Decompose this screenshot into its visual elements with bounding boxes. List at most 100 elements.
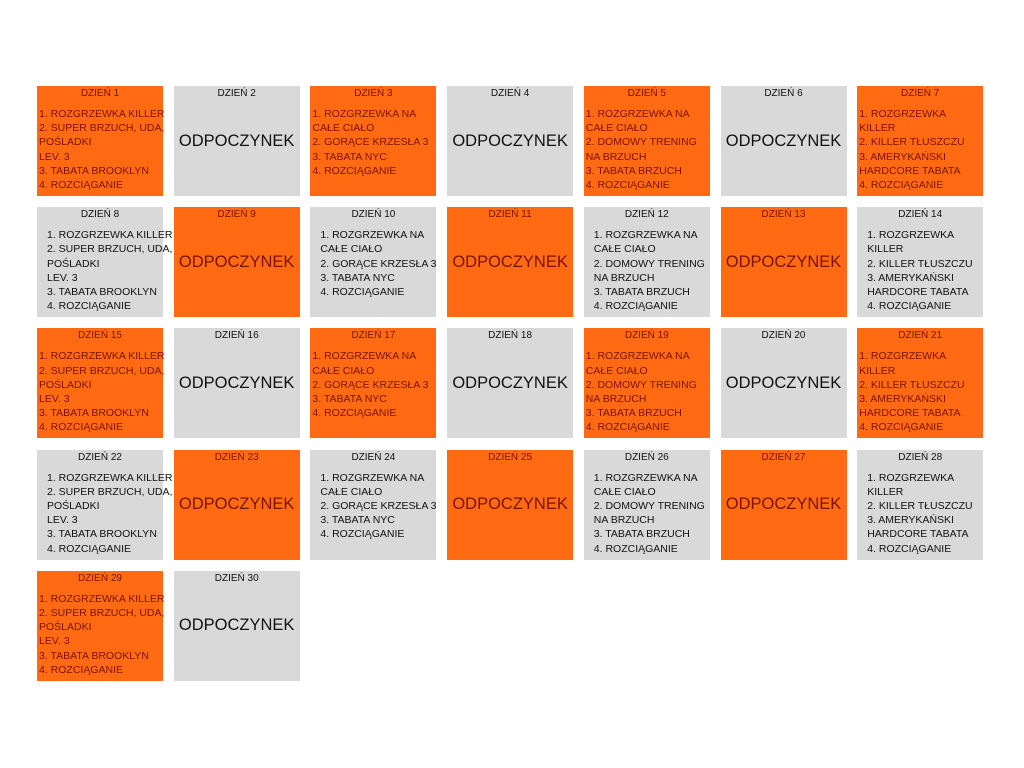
workout-line: LEV. 3	[39, 635, 70, 648]
day-title: DZIEŃ 12	[624, 209, 669, 221]
workout-line: 1. ROZGRZEWKA KILLER	[39, 350, 165, 363]
day-title: DZIEŃ 13	[761, 209, 806, 221]
workout-line: 2. KILLER TŁUSZCZU	[867, 500, 973, 512]
day-cell: DZIEŃ 26 1. ROZGRZEWKA NA CAŁE CIAŁO 2. DOM…	[583, 449, 710, 560]
workout-line: CAŁE CIAŁO	[320, 485, 383, 498]
workout-line: LEV. 3	[39, 393, 70, 405]
day-cell: DZIEŃ 16 ODPOCZYNEK	[173, 328, 300, 439]
day-cell: DZIEŃ 9 ODPOCZYNEK	[173, 207, 300, 318]
day-cell: DZIEŃ 8 1. ROZGRZEWKA KILLER 2. SUPER BRZU…	[37, 207, 172, 318]
workout-line: HARDCORE TABATA	[867, 286, 969, 298]
workout-line: 1. ROZGRZEWKA KILLER	[39, 108, 165, 120]
day-cell: DZIEŃ 21 1. ROZGRZEWKA KILLER 2. KILLER TŁU…	[857, 328, 984, 439]
day-cell: DZIEŃ 20 ODPOCZYNEK	[720, 328, 847, 439]
day-cell: DZIEŃ 17 1. ROZGRZEWKA NA CAŁE CIAŁO 2. GOR…	[310, 328, 437, 439]
workout-line: 3. TABATA BRZUCH	[585, 407, 682, 420]
workout-line: 2. SUPER BRZUCH, UDA,	[39, 364, 165, 377]
workout-line: 3. TABATA BROOKLYN	[47, 286, 157, 298]
workout-line: 3. TABATA NYC	[312, 393, 387, 405]
workout-line: 2. DOMOWY TRENING	[593, 257, 705, 270]
workout-line: 3. AMERYKAŃSKI	[859, 150, 946, 163]
workout-line: KILLER	[859, 122, 896, 135]
workout-line: 1. ROZGRZEWKA	[859, 350, 947, 363]
workout-line: 2. SUPER BRZUCH, UDA,	[47, 485, 173, 498]
rest-label: ODPOCZYNEK	[452, 495, 568, 514]
workout-line: 4. ROZCIĄGANIE	[585, 421, 670, 434]
day-cell: DZIEŃ 3 1. ROZGRZEWKA NA CAŁE CIAŁO 2. GORĄ…	[310, 86, 437, 196]
workout-line: 4. ROZCIĄGANIE	[39, 179, 124, 192]
workout-line: 2. SUPER BRZUCH, UDA,	[39, 607, 165, 619]
workout-line: CAŁE CIAŁO	[593, 485, 656, 498]
day-cell: DZIEŃ 29 1. ROZGRZEWKA KILLER 2. SUPER BRZ…	[37, 570, 165, 681]
workout-line: NA BRZUCH	[593, 514, 655, 527]
workout-list: 1. ROZGRZEWKA KILLER 2. KILLER TŁUSZCZU 3. …	[859, 349, 983, 434]
workout-line: POŚLADKI	[39, 378, 92, 391]
day-title: DZIEŃ 24	[351, 451, 396, 463]
workout-list: 1. ROZGRZEWKA KILLER 2. SUPER BRZUCH, UDA…	[39, 107, 165, 192]
day-title: DZIEŃ 20	[761, 330, 806, 342]
workout-line: 1. ROZGRZEWKA NA	[320, 229, 425, 242]
workout-line: 3. AMERYKAŃSKI	[867, 271, 954, 284]
workout-line: 1. ROZGRZEWKA	[867, 229, 955, 242]
rest-label: ODPOCZYNEK	[452, 373, 568, 392]
workout-list: 1. ROZGRZEWKA NA CAŁE CIAŁO 2. DOMOWY TREN…	[586, 349, 710, 434]
day-title: DZIEŃ 21	[898, 330, 943, 342]
workout-line: 3. TABATA BRZUCH	[593, 528, 690, 541]
workout-line: 1. ROZGRZEWKA KILLER	[39, 592, 165, 605]
rest-label: ODPOCZYNEK	[178, 616, 295, 635]
workout-line: 1. ROZGRZEWKA NA	[320, 471, 425, 484]
workout-line: 1. ROZGRZEWKA KILLER	[47, 471, 173, 484]
workout-line: 2. DOMOWY TRENING	[593, 500, 705, 512]
day-cell: DZIEŃ 2 ODPOCZYNEK	[173, 86, 300, 196]
day-title: DZIEŃ 15	[78, 330, 122, 342]
workout-line: LEV. 3	[47, 271, 78, 284]
day-cell: DZIEŃ 23 ODPOCZYNEK	[173, 449, 300, 560]
workout-line: NA BRZUCH	[585, 393, 647, 405]
day-title: DZIEŃ 4	[490, 88, 530, 99]
workout-line: 3. TABATA NYC	[320, 514, 395, 527]
workout-line: NA BRZUCH	[593, 271, 655, 284]
workout-line: 2. GORĄCE KRZESŁA 3	[320, 257, 437, 270]
day-title: DZIEŃ 23	[214, 451, 259, 463]
workout-line: POŚLADKI	[39, 136, 92, 149]
workout-line: 1. ROZGRZEWKA NA	[585, 350, 690, 363]
day-cell: DZIEŃ 10 1. ROZGRZEWKA NA CAŁE CIAŁO 2. GOR…	[310, 207, 437, 318]
workout-line: 4. ROZCIĄGANIE	[320, 528, 405, 541]
workout-line: 4. ROZCIĄGANIE	[47, 300, 132, 313]
workout-line: 4. ROZCIĄGANIE	[585, 179, 670, 192]
workout-line: KILLER	[859, 364, 896, 377]
day-title: DZIEŃ 11	[488, 209, 532, 221]
day-cell: DZIEŃ 24 1. ROZGRZEWKA NA CAŁE CIAŁO 2. GOR…	[310, 449, 437, 560]
workout-line: 4. ROZCIĄGANIE	[312, 407, 397, 420]
workout-line: 4. ROZCIĄGANIE	[39, 663, 124, 676]
day-cell: DZIEŃ 15 1. ROZGRZEWKA KILLER 2. SUPER BRZ…	[37, 328, 165, 439]
workout-list: 1. ROZGRZEWKA KILLER 2. SUPER BRZUCH, UDA…	[39, 592, 165, 677]
workout-line: CAŁE CIAŁO	[320, 243, 383, 256]
workout-line: 3. TABATA BROOKLYN	[39, 407, 149, 420]
day-title: DZIEŃ 5	[627, 88, 666, 99]
day-cell: DZIEŃ 6 ODPOCZYNEK	[720, 86, 847, 196]
day-title: DZIEŃ 29	[78, 572, 122, 584]
workout-line: 3. TABATA BRZUCH	[593, 286, 690, 298]
workout-line: 3. TABATA BRZUCH	[585, 164, 682, 177]
workout-line: 1. ROZGRZEWKA	[867, 471, 955, 484]
rest-label: ODPOCZYNEK	[725, 495, 842, 514]
workout-line: 4. ROZCIĄGANIE	[39, 421, 124, 434]
day-cell: DZIEŃ 13 ODPOCZYNEK	[720, 207, 847, 318]
workout-line: 3. TABATA NYC	[320, 271, 395, 284]
day-cell: DZIEŃ 12 1. ROZGRZEWKA NA CAŁE CIAŁO 2. DOM…	[583, 207, 710, 318]
day-title: DZIEŃ 27	[761, 451, 806, 463]
workout-list: 1. ROZGRZEWKA NA CAŁE CIAŁO 2. GORĄCE KRZE…	[320, 471, 436, 542]
rest-label: ODPOCZYNEK	[178, 252, 295, 271]
day-title: DZIEŃ 26	[624, 451, 669, 463]
workout-line: HARDCORE TABATA	[859, 164, 961, 177]
workout-line: 2. GORĄCE KRZESŁA 3	[312, 136, 429, 149]
workout-line: LEV. 3	[47, 514, 78, 527]
workout-list: 1. ROZGRZEWKA NA CAŁE CIAŁO 2. GORĄCE KRZE…	[320, 228, 436, 299]
workout-line: 3. AMERYKAŃSKI	[859, 393, 946, 405]
workout-line: 2. KILLER TŁUSZCZU	[859, 378, 965, 391]
day-cell: DZIEŃ 25 ODPOCZYNEK	[447, 449, 574, 560]
workout-list: 1. ROZGRZEWKA KILLER 2. SUPER BRZUCH, UDA…	[47, 471, 173, 556]
workout-list: 1. ROZGRZEWKA KILLER 2. KILLER TŁUSZCZU 3. …	[859, 107, 983, 192]
